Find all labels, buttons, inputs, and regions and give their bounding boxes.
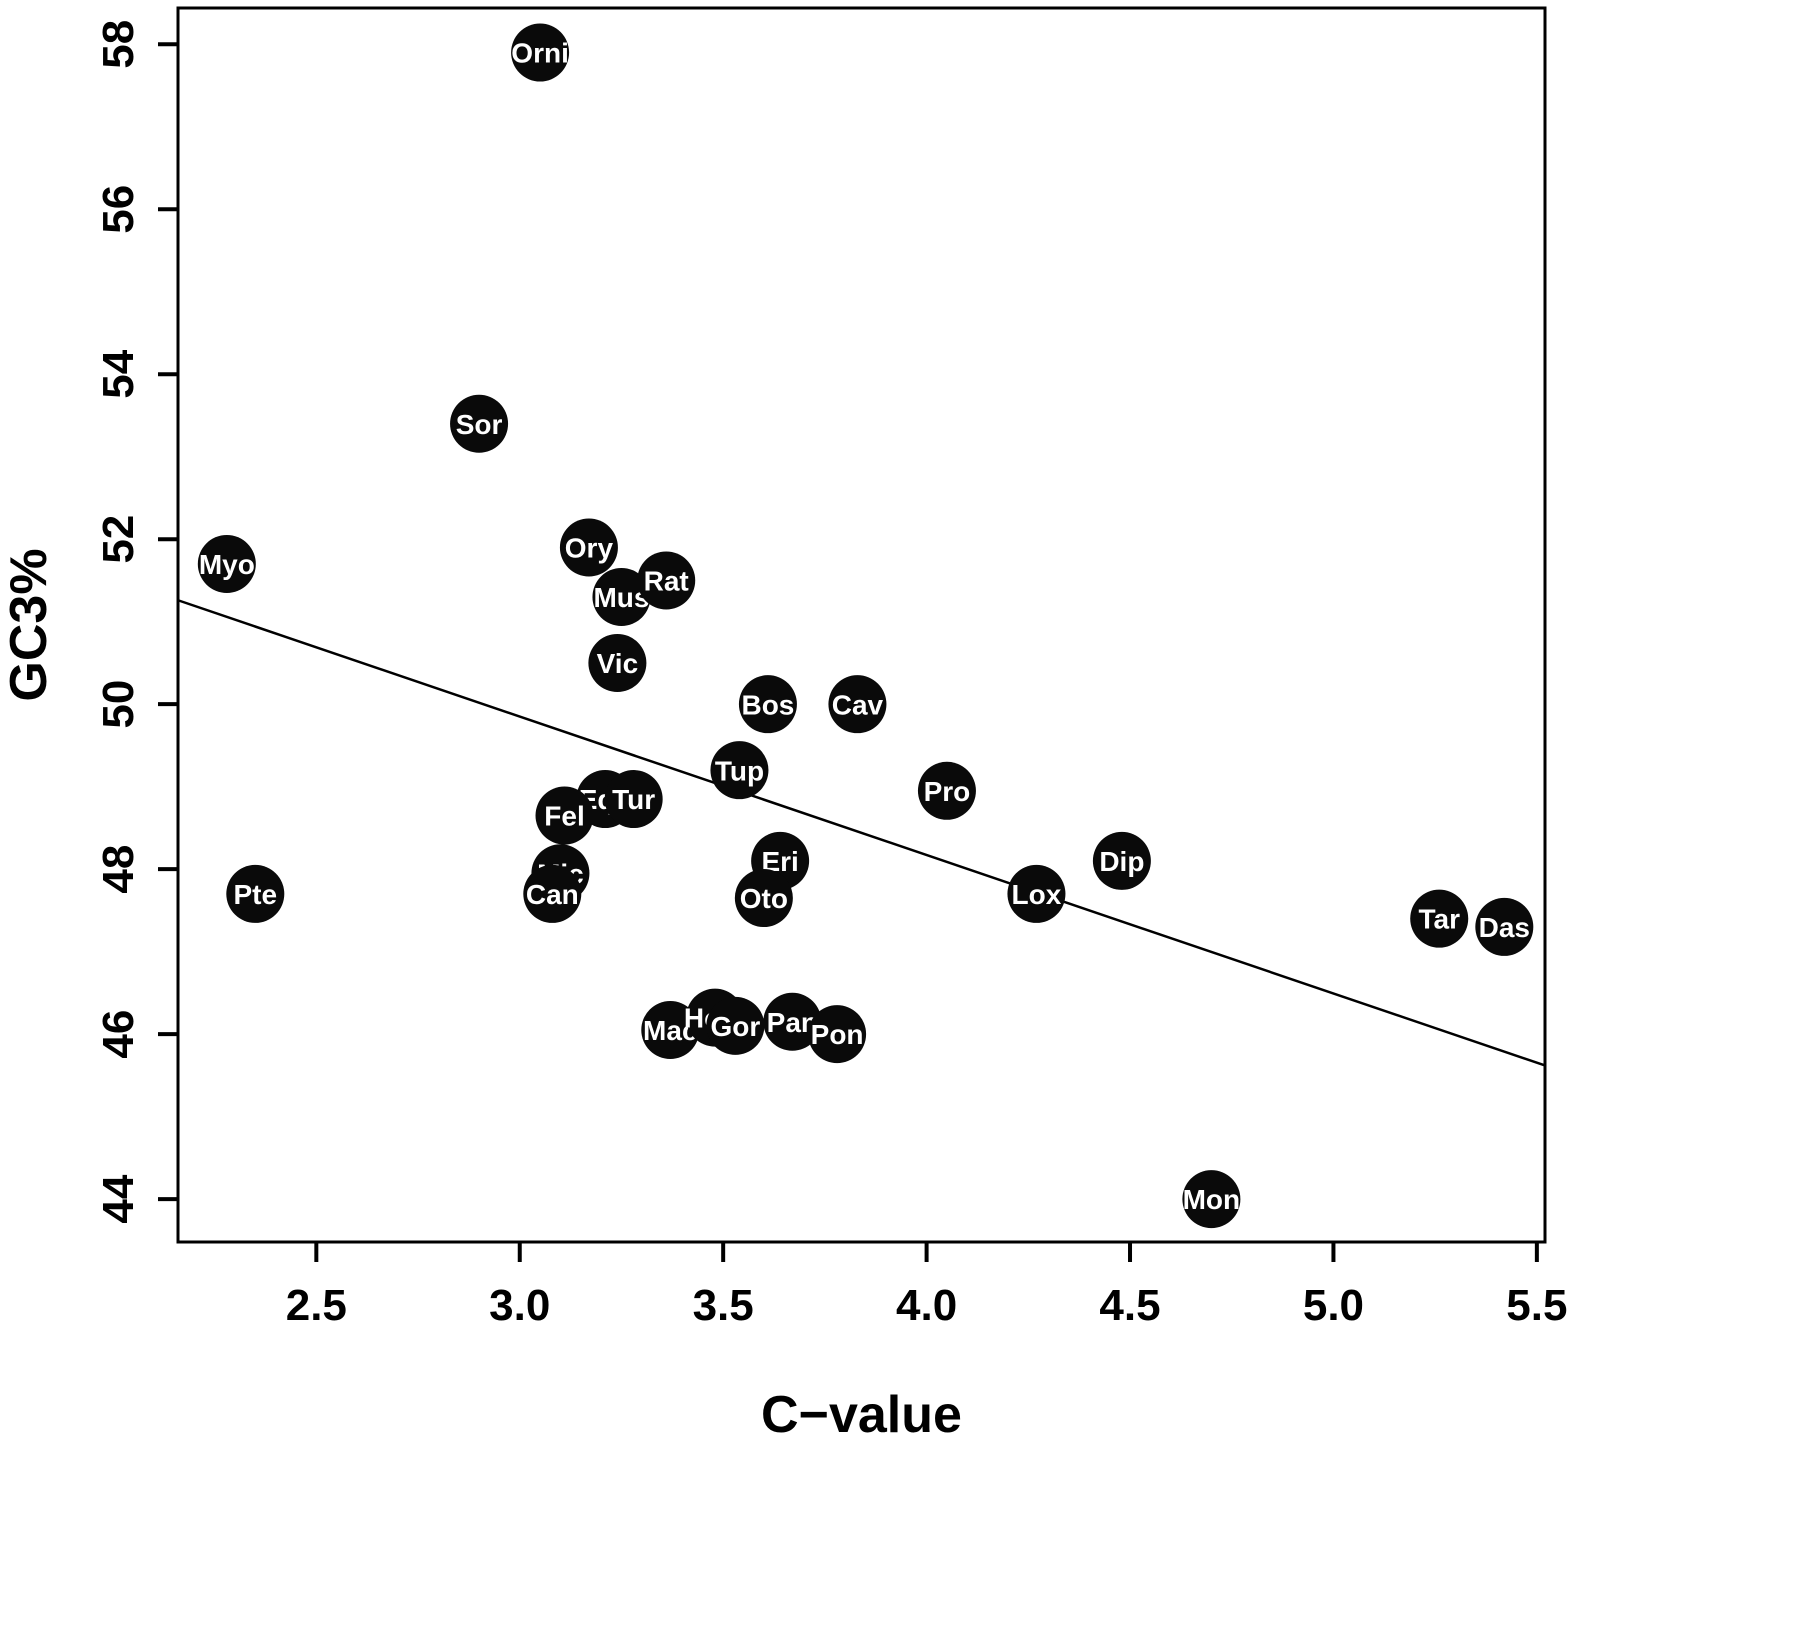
data-point-label: Tur — [612, 784, 655, 815]
data-point: Sor — [450, 394, 509, 453]
data-point: Myo — [197, 534, 256, 593]
data-point-label: Cav — [832, 689, 884, 720]
x-axis-title: C−value — [761, 1386, 962, 1444]
data-point-circle — [559, 518, 618, 577]
y-tick-label: 54 — [94, 349, 143, 398]
data-point-label: Tar — [1418, 904, 1460, 935]
data-point-label: Gor — [710, 1011, 760, 1042]
data-point-circle — [641, 1001, 700, 1060]
data-point-label: Orni — [511, 38, 569, 69]
data-point: Ory — [559, 518, 618, 577]
data-point: Pro — [917, 761, 976, 820]
data-point-circle — [1007, 864, 1066, 923]
data-point-label: Bos — [741, 689, 794, 720]
data-point: Das — [1475, 897, 1534, 956]
data-point-circle — [523, 864, 582, 923]
y-axis-title: GC3% — [0, 548, 58, 701]
plot-border — [176, 6, 1547, 1244]
data-point: Gor — [706, 996, 765, 1055]
data-point: Tur — [604, 770, 663, 829]
data-point: Pte — [226, 864, 285, 923]
data-point: Oto — [734, 869, 793, 928]
x-tick-label: 4.0 — [896, 1281, 957, 1330]
data-point: Fel — [535, 786, 594, 845]
regression-line — [177, 599, 1546, 1067]
data-point-label: Fel — [544, 801, 584, 832]
data-point-label: Myo — [199, 549, 255, 580]
data-point-label: Can — [526, 879, 579, 910]
data-point: Tup — [710, 741, 769, 800]
data-point-circle — [450, 394, 509, 453]
data-point-circle — [588, 633, 647, 692]
y-tick-label: 48 — [94, 845, 143, 894]
data-point-circle — [197, 534, 256, 593]
data-point-circle — [637, 551, 696, 610]
data-point-label: Rat — [644, 566, 689, 597]
data-point-label: Oto — [740, 883, 788, 914]
data-point-circle — [592, 567, 651, 626]
data-point-label: Lox — [1012, 879, 1062, 910]
data-point-label: Das — [1479, 912, 1530, 943]
data-point-circle — [535, 786, 594, 845]
data-point-circle — [763, 992, 822, 1051]
data-point-circle — [917, 761, 976, 820]
data-point-label: Tup — [715, 755, 764, 786]
data-point-circle — [604, 770, 663, 829]
data-point-circle — [226, 864, 285, 923]
data-point-circle — [1182, 1170, 1241, 1229]
data-point: Can — [523, 864, 582, 923]
data-point: Dip — [1092, 831, 1151, 890]
data-point-circle — [706, 996, 765, 1055]
y-tick-label: 46 — [94, 1010, 143, 1059]
data-point-label: Ory — [565, 533, 614, 564]
data-point-label: Pro — [924, 776, 971, 807]
y-tick-label: 56 — [94, 185, 143, 234]
data-point: Pon — [808, 1005, 867, 1064]
x-tick-label: 3.0 — [489, 1281, 550, 1330]
data-point-label: Mon — [1183, 1184, 1241, 1215]
data-point: Bos — [738, 675, 797, 734]
data-point: Cav — [828, 675, 887, 734]
x-tick-label: 5.0 — [1303, 1281, 1364, 1330]
data-point-label: Pte — [234, 879, 278, 910]
y-tick-label: 52 — [94, 515, 143, 564]
data-point-circle — [828, 675, 887, 734]
data-point-circle — [1410, 889, 1469, 948]
data-point-label: Pon — [811, 1019, 864, 1050]
data-point: Mus — [592, 567, 651, 626]
data-point: Tar — [1410, 889, 1469, 948]
data-point: Lox — [1007, 864, 1066, 923]
data-point-label: Sor — [456, 409, 503, 440]
y-tick-label: 44 — [94, 1174, 143, 1223]
data-point-circle — [734, 869, 793, 928]
x-tick-label: 3.5 — [693, 1281, 754, 1330]
y-tick-label: 50 — [94, 680, 143, 729]
x-tick-label: 4.5 — [1099, 1281, 1160, 1330]
x-tick-label: 5.5 — [1506, 1281, 1567, 1330]
data-point-circle — [1092, 831, 1151, 890]
data-point-label: Dip — [1099, 846, 1144, 877]
data-point-circle — [738, 675, 797, 734]
data-point-circle — [808, 1005, 867, 1064]
data-point-label: Vic — [597, 648, 639, 679]
data-point-circle — [1475, 897, 1534, 956]
x-tick-label: 2.5 — [286, 1281, 347, 1330]
data-point: Mon — [1182, 1170, 1241, 1229]
data-point-circle — [511, 23, 570, 82]
data-point: Rat — [637, 551, 696, 610]
data-point-circle — [710, 741, 769, 800]
data-point: Orni — [511, 23, 570, 82]
data-point: Vic — [588, 633, 647, 692]
y-tick-label: 58 — [94, 20, 143, 69]
